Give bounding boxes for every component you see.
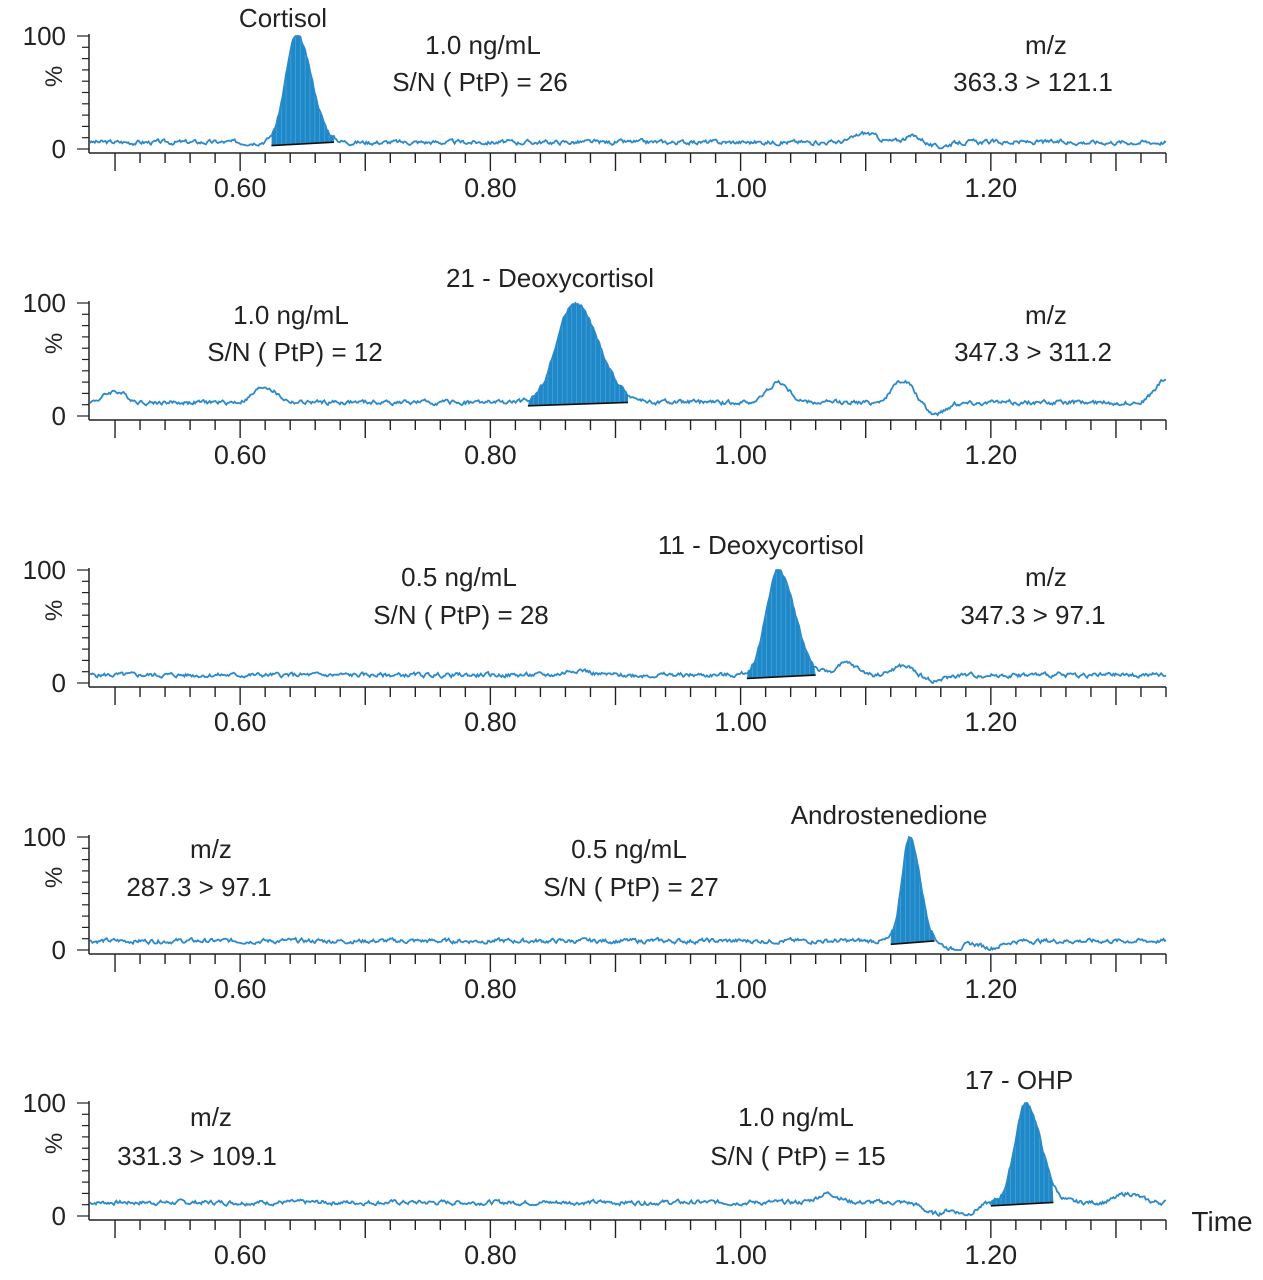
chromatogram-panel-5: 100 0% 0.60 0.80 1.00 1.20 17 - OHP 1.0 ng/mL S/… [23,1065,1253,1270]
chromatogram-trace [89,301,1166,417]
x-tick-label: 0.60 [214,707,267,737]
mz-transition-label: 363.3 > 121.1 [953,67,1113,97]
integration-baseline [271,141,335,147]
chromatogram-panel-1: 100 0% 0.60 0.80 1.00 1.20 Cortisol 1.0 ng/mL S/… [23,3,1167,203]
y-tick-label: 0 [52,668,66,698]
concentration-label: 0.5 ng/mL [571,834,687,864]
x-tick-label: 0.60 [214,1240,267,1270]
mz-transition-label: 287.3 > 97.1 [126,872,271,902]
y-tick-label: 100 [23,288,66,318]
y-axis-label: % [41,867,68,888]
chromatogram-trace [89,35,1167,150]
compound-label: Androstenedione [791,800,988,830]
x-tick-label: 0.80 [464,173,517,203]
y-tick-label: 100 [23,822,66,852]
x-tick-label: 1.00 [714,707,767,737]
signal-to-noise-label: S/N ( PtP) = 28 [373,600,549,630]
x-tick-label: 0.80 [464,440,517,470]
x-tick-label: 1.20 [965,173,1018,203]
y-axis-label: % [41,333,68,354]
x-tick-label: 1.20 [965,1240,1018,1270]
signal-to-noise-label: S/N ( PtP) = 12 [207,337,383,367]
compound-label: Cortisol [239,3,327,33]
x-tick-label: 1.20 [965,707,1018,737]
y-axis-label: % [41,1133,68,1154]
peak-area [890,837,935,945]
x-tick-label: 1.00 [714,440,767,470]
integration-baseline [746,674,816,680]
concentration-label: 0.5 ng/mL [401,562,517,592]
integration-baseline [527,401,629,407]
x-tick-label: 1.20 [965,440,1018,470]
x-tick-label: 1.00 [714,173,767,203]
concentration-label: 1.0 ng/mL [738,1102,854,1132]
mz-label: m/z [190,834,232,864]
integration-baseline [890,940,935,946]
x-tick-label: 0.60 [214,974,267,1004]
compound-label: 17 - OHP [965,1065,1073,1095]
x-tick-label: 0.80 [464,707,517,737]
y-axis-label: % [41,600,68,621]
mz-label: m/z [1025,30,1067,60]
chromatogram-panel-3: 100 0% 0.60 0.80 1.00 1.20 11 - Deoxycortisol 0… [23,530,1167,737]
x-axis-label: Time [1191,1206,1252,1237]
signal-to-noise-label: S/N ( PtP) = 27 [543,872,719,902]
compound-label: 21 - Deoxycortisol [446,263,654,293]
mz-transition-label: 347.3 > 97.1 [960,600,1105,630]
integration-baseline [990,1201,1054,1207]
x-tick-label: 0.80 [464,1240,517,1270]
chromatogram-panel-2: 100 0% 0.60 0.80 1.00 1.20 21 - Deoxycortisol 1… [23,263,1167,470]
chromatogram-panel-4: 100 0% 0.60 0.80 1.00 1.20 Androstenedione 0.5 … [23,800,1167,1004]
y-tick-label: 0 [52,935,66,965]
x-tick-label: 1.00 [714,974,767,1004]
signal-to-noise-label: S/N ( PtP) = 15 [710,1141,886,1171]
chromatogram-trace [89,1102,1167,1218]
peak-area [271,36,334,146]
y-tick-label: 100 [23,555,66,585]
x-tick-label: 0.60 [214,173,267,203]
mz-label: m/z [190,1102,232,1132]
chromatogram-trace [89,569,1167,685]
x-tick-label: 1.00 [714,1240,767,1270]
compound-label: 11 - Deoxycortisol [658,530,864,560]
concentration-label: 1.0 ng/mL [233,300,349,330]
y-tick-label: 100 [23,1088,66,1118]
y-tick-label: 100 [23,21,66,51]
x-tick-label: 0.60 [214,440,267,470]
chromatogram-trace [89,835,1167,952]
mz-transition-label: 331.3 > 109.1 [117,1141,277,1171]
signal-to-noise-label: S/N ( PtP) = 26 [392,67,568,97]
x-tick-label: 0.80 [464,974,517,1004]
mz-label: m/z [1025,300,1067,330]
x-tick-label: 1.20 [965,974,1018,1004]
y-axis-label: % [41,66,68,87]
mz-transition-label: 347.3 > 311.2 [954,337,1112,367]
y-tick-label: 0 [52,401,66,431]
y-tick-label: 0 [52,1201,66,1231]
y-tick-label: 0 [52,134,66,164]
concentration-label: 1.0 ng/mL [425,30,541,60]
mz-label: m/z [1025,562,1067,592]
